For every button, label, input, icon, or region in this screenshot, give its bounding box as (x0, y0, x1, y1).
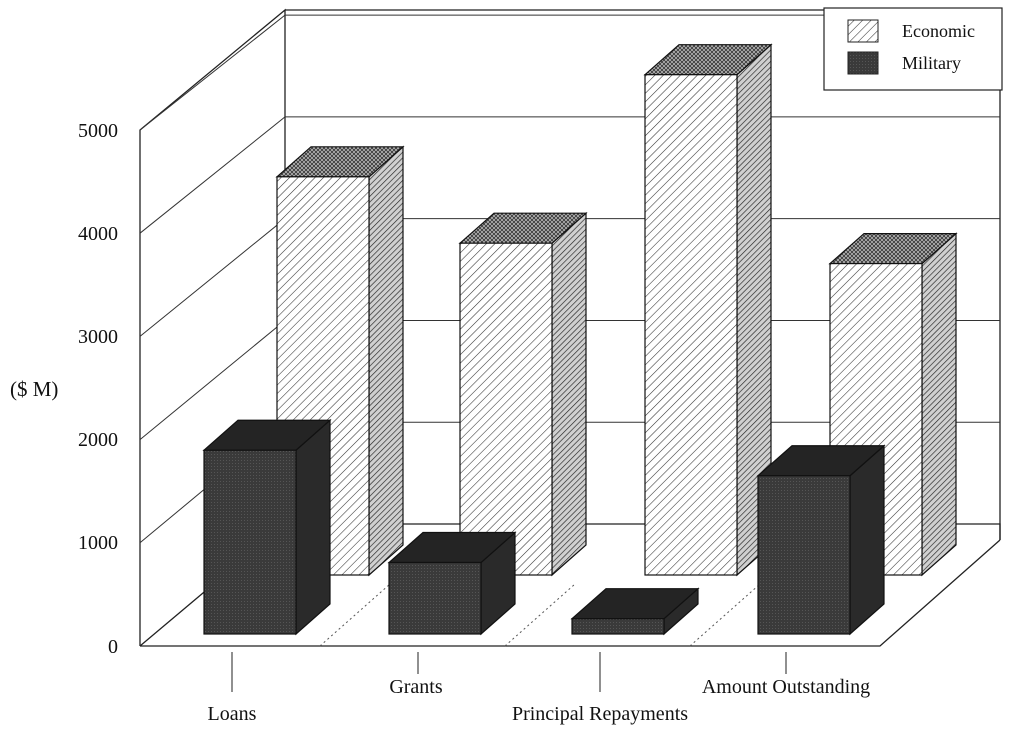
bar-military (756, 444, 886, 636)
y-tick-label: 3000 (78, 326, 118, 348)
y-tick-label: 1000 (78, 532, 118, 554)
x-category-label: Grants (389, 676, 443, 698)
bar-military (570, 587, 700, 636)
military-series (202, 418, 886, 636)
grid-line (139, 320, 286, 440)
legend-swatch-economic (847, 19, 879, 43)
y-tick-label: 2000 (78, 429, 118, 451)
x-category-label: Loans (208, 703, 257, 725)
legend-label-economic: Economic (902, 21, 975, 41)
floor-dividers (319, 583, 761, 647)
x-axis: Loans Grants Principal Repayments Amount… (208, 652, 870, 725)
bar-military (387, 531, 517, 636)
y-tick-label: 0 (108, 636, 118, 658)
y-axis: 5000 4000 3000 2000 1000 0 (78, 120, 118, 658)
grid-line (139, 116, 286, 234)
grid-line (139, 14, 286, 131)
legend-label-military: Military (902, 53, 961, 73)
legend: Economic Military (823, 7, 1003, 91)
legend-swatch-military (847, 51, 879, 75)
floor-divider (319, 583, 391, 647)
grid-line (139, 218, 286, 337)
bar-military (202, 418, 332, 636)
floor-divider (689, 583, 761, 647)
y-axis-label: ($ M) (10, 377, 58, 401)
bar-economic (458, 211, 588, 577)
x-category-label: Amount Outstanding (702, 676, 870, 698)
floor-divider (504, 583, 576, 647)
bar-economic (643, 43, 773, 577)
x-category-label: Principal Repayments (512, 703, 688, 725)
y-tick-label: 4000 (78, 223, 118, 245)
y-tick-label: 5000 (78, 120, 118, 142)
